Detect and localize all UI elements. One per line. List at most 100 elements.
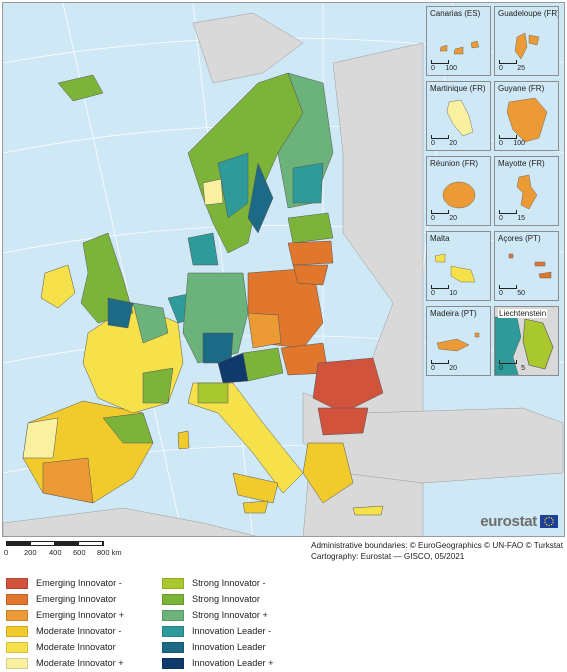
inset-title: Liechtenstein <box>498 309 548 318</box>
legend-swatch <box>6 593 28 605</box>
legend-label: Moderate Innovator + <box>36 658 124 668</box>
legend-swatch <box>162 641 184 653</box>
inset-title: Réunion (FR) <box>430 159 479 168</box>
legend-label: Strong Innovator <box>192 594 260 604</box>
eurostat-wordmark: eurostat <box>480 513 537 530</box>
inset-scale-start: 0 <box>431 365 435 372</box>
inset-scale: 0 10 <box>431 285 457 297</box>
legend-label: Emerging Innovator + <box>36 610 125 620</box>
inset-mayotte: Mayotte (FR) 0 15 <box>494 156 559 226</box>
inset-title: Canarias (ES) <box>430 9 481 18</box>
legend-label: Strong Innovator + <box>192 610 268 620</box>
legend-swatch <box>162 609 184 621</box>
inset-guadeloupe: Guadeloupe (FR) 0 25 <box>494 6 559 76</box>
inset-scale-end: 20 <box>449 365 457 372</box>
inset-guyane-land <box>506 97 548 143</box>
legend-swatch <box>6 641 28 653</box>
inset-martinique-land <box>446 99 474 137</box>
inset-scale: 0 100 <box>499 135 525 147</box>
inset-liechtenstein-land <box>495 316 554 375</box>
map-credits: Administrative boundaries: © EuroGeograp… <box>311 540 563 562</box>
legend-item: Innovation Leader <box>162 641 312 653</box>
eu-flag-icon <box>540 515 558 528</box>
legend-item: Moderate Innovator + <box>6 657 162 669</box>
inset-title: Mayotte (FR) <box>498 159 545 168</box>
legend-item: Strong Innovator - <box>162 577 312 589</box>
inset-title: Madeira (PT) <box>430 309 477 318</box>
legend-swatch <box>6 577 28 589</box>
inset-title: Martinique (FR) <box>430 84 486 93</box>
legend-item: Strong Innovator <box>162 593 312 605</box>
inset-malta-land <box>434 253 476 283</box>
scale-label: 400 <box>49 548 62 557</box>
inset-scale: 0 20 <box>431 360 457 372</box>
legend-label: Emerging Innovator - <box>36 578 122 588</box>
inset-scale: 0 25 <box>499 60 525 72</box>
inset-title: Malta <box>430 234 450 243</box>
inset-scale-start: 0 <box>431 290 435 297</box>
inset-title: Guyane (FR) <box>498 84 545 93</box>
inset-scale-end: 20 <box>449 140 457 147</box>
legend-swatch <box>6 609 28 621</box>
inset-scale: 0 100 <box>431 60 457 72</box>
map-frame: Canarias (ES) 0 100 Guadeloupe (FR) 0 25 M… <box>2 2 565 537</box>
inset-title: Açores (PT) <box>498 234 541 243</box>
inset-scale-start: 0 <box>499 140 503 147</box>
inset-canarias-land <box>439 40 480 55</box>
scale-labels: 0 200 400 600 800 km <box>4 548 136 558</box>
inset-reunion: Réunion (FR) 0 20 <box>426 156 491 226</box>
legend-swatch <box>6 657 28 669</box>
legend-label: Moderate Innovator <box>36 642 116 652</box>
map-legend: Emerging Innovator - Strong Innovator - … <box>6 577 312 669</box>
inset-mayotte-land <box>516 174 538 210</box>
legend-item: Innovation Leader + <box>162 657 312 669</box>
legend-item: Emerging Innovator + <box>6 609 162 621</box>
inset-scale-start: 0 <box>499 65 503 72</box>
legend-item: Emerging Innovator <box>6 593 162 605</box>
inset-martinique: Martinique (FR) 0 20 <box>426 81 491 151</box>
legend-swatch <box>162 625 184 637</box>
inset-scale: 0 20 <box>431 210 457 222</box>
legend-item: Innovation Leader - <box>162 625 312 637</box>
legend-item: Moderate Innovator <box>6 641 162 653</box>
inset-scale: 0 15 <box>499 210 525 222</box>
credits-boundaries: Administrative boundaries: © EuroGeograp… <box>311 541 563 550</box>
inset-scale-start: 0 <box>499 290 503 297</box>
inset-scale-start: 0 <box>431 140 435 147</box>
inset-reunion-land <box>442 181 476 209</box>
inset-guyane: Guyane (FR) 0 100 <box>494 81 559 151</box>
inset-title: Guadeloupe (FR) <box>498 9 559 18</box>
inset-acores-land <box>508 253 552 279</box>
legend-item: Moderate Innovator - <box>6 625 162 637</box>
inset-scale-end: 25 <box>517 65 525 72</box>
inset-canarias: Canarias (ES) 0 100 <box>426 6 491 76</box>
inset-guadeloupe-land <box>514 32 540 60</box>
eurostat-logo: eurostat <box>480 513 558 530</box>
inset-scale-end: 15 <box>517 215 525 222</box>
credits-cartography: Cartography: Eurostat — GISCO, 05/2021 <box>311 552 465 561</box>
scale-label: 800 km <box>97 548 122 557</box>
legend-swatch <box>6 625 28 637</box>
inset-scale-start: 0 <box>431 65 435 72</box>
legend-swatch <box>162 657 184 669</box>
inset-scale-start: 0 <box>431 215 435 222</box>
scale-track <box>6 541 104 546</box>
inset-scale-start: 0 <box>499 365 503 372</box>
scale-label: 600 <box>73 548 86 557</box>
scale-label: 200 <box>24 548 37 557</box>
europe-map <box>3 3 564 536</box>
inset-scale-end: 20 <box>449 215 457 222</box>
legend-label: Innovation Leader <box>192 642 266 652</box>
legend-swatch <box>162 577 184 589</box>
inset-scale: 0 50 <box>499 285 525 297</box>
legend-swatch <box>162 593 184 605</box>
inset-madeira-land <box>436 332 480 352</box>
scale-bar: 0 200 400 600 800 km <box>4 541 136 558</box>
legend-item: Emerging Innovator - <box>6 577 162 589</box>
inset-scale-end: 10 <box>449 290 457 297</box>
legend-label: Emerging Innovator <box>36 594 117 604</box>
inset-madeira: Madeira (PT) 0 20 <box>426 306 491 376</box>
legend-label: Strong Innovator - <box>192 578 266 588</box>
